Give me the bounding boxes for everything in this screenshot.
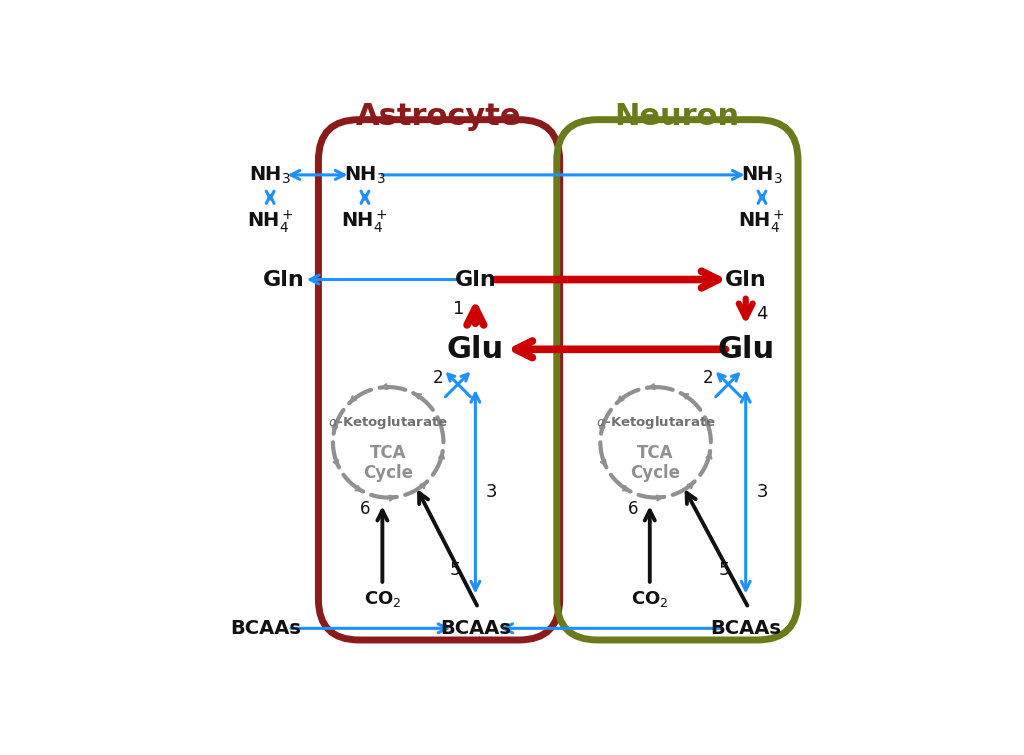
Text: 6: 6 bbox=[360, 500, 371, 518]
Text: 5: 5 bbox=[718, 561, 730, 579]
Text: Neuron: Neuron bbox=[614, 102, 739, 131]
Text: NH$_3$: NH$_3$ bbox=[741, 165, 783, 186]
Text: 5: 5 bbox=[450, 561, 461, 579]
Text: 1: 1 bbox=[454, 300, 465, 318]
Text: 2: 2 bbox=[702, 369, 714, 387]
Text: NH$_4^+$: NH$_4^+$ bbox=[247, 208, 294, 235]
Text: CO$_2$: CO$_2$ bbox=[364, 590, 401, 609]
Text: NH$_3$: NH$_3$ bbox=[249, 165, 291, 186]
Text: Glu: Glu bbox=[717, 334, 774, 364]
Text: NH$_4^+$: NH$_4^+$ bbox=[341, 208, 388, 235]
Text: NH$_4^+$: NH$_4^+$ bbox=[738, 208, 785, 235]
Text: CO$_2$: CO$_2$ bbox=[631, 590, 669, 609]
Text: Cycle: Cycle bbox=[631, 464, 681, 482]
Text: Glu: Glu bbox=[446, 334, 504, 364]
Text: 6: 6 bbox=[628, 500, 638, 518]
Text: TCA: TCA bbox=[370, 445, 407, 462]
Text: Cycle: Cycle bbox=[364, 464, 413, 482]
Text: TCA: TCA bbox=[637, 445, 674, 462]
Text: 4: 4 bbox=[757, 306, 768, 323]
Text: $\alpha$-Ketoglutarate: $\alpha$-Ketoglutarate bbox=[329, 414, 449, 432]
Text: Gln: Gln bbox=[725, 270, 767, 289]
Text: Gln: Gln bbox=[455, 270, 497, 289]
Text: 3: 3 bbox=[486, 482, 498, 501]
Text: BCAAs: BCAAs bbox=[230, 619, 301, 638]
Text: Gln: Gln bbox=[263, 270, 304, 289]
Text: $\alpha$-Ketoglutarate: $\alpha$-Ketoglutarate bbox=[596, 414, 716, 432]
Text: 3: 3 bbox=[757, 482, 768, 501]
Text: 2: 2 bbox=[432, 369, 443, 387]
Text: Astrocyte: Astrocyte bbox=[356, 102, 521, 131]
Text: BCAAs: BCAAs bbox=[711, 619, 781, 638]
Text: NH$_3$: NH$_3$ bbox=[344, 165, 386, 186]
Text: BCAAs: BCAAs bbox=[440, 619, 511, 638]
